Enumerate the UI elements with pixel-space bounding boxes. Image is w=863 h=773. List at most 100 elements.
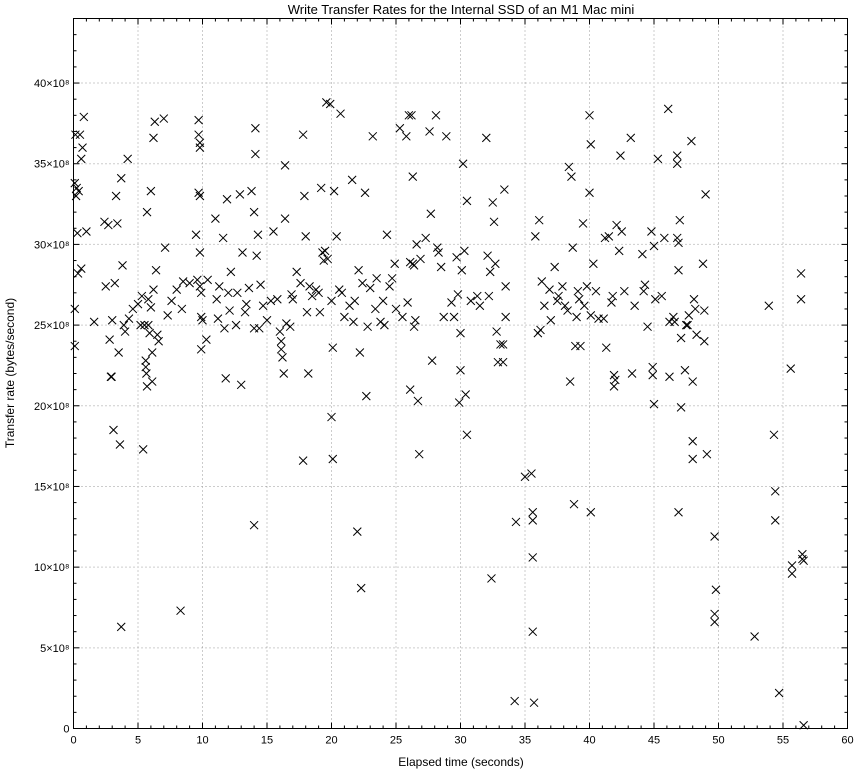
data-point [328,454,338,464]
data-point [578,219,588,228]
x-tick-label: 25 [390,735,402,747]
data-point [238,248,247,257]
data-point [434,248,443,257]
data-point [211,214,220,223]
data-point [191,230,201,240]
data-point [608,291,618,301]
x-tick-label: 5 [135,735,141,747]
data-point [149,133,158,143]
data-point [336,109,345,119]
x-tick-label: 20 [325,735,337,747]
data-point [136,320,145,330]
data-point [458,159,468,169]
data-point [475,301,485,311]
data-point [537,277,547,286]
data-point [528,515,538,525]
data-point [485,267,495,277]
data-point [649,399,659,409]
data-point [363,322,372,332]
data-point [221,373,231,383]
data-point [527,469,536,478]
data-point [439,312,449,322]
data-point [329,186,339,196]
y-tick-label: 35×10⁸ [34,159,70,171]
data-point [616,151,625,161]
data-point [453,290,463,299]
data-point [316,183,326,193]
y-tick-label: 5×10⁸ [40,643,69,655]
data-point [145,328,154,338]
data-point [674,238,683,248]
data-point [109,425,118,435]
data-point [687,136,696,146]
x-tick-label: 45 [648,735,660,747]
data-point [154,336,163,346]
data-point [638,249,647,259]
data-point [711,585,721,595]
x-tick-label: 0 [70,735,76,747]
data-point [110,278,120,288]
data-point [643,322,652,332]
data-point [195,248,205,257]
data-point [787,561,797,570]
data-point [403,298,412,307]
data-point [138,444,148,454]
data-point [568,243,578,252]
data-point [350,296,360,306]
data-point [626,133,636,143]
y-axis-label: Transfer rate (bytes/second) [3,298,17,448]
data-point [292,267,302,277]
x-tick-label: 60 [841,735,853,747]
data-point [653,154,663,164]
data-point [340,312,349,322]
data-point [73,269,83,278]
chart-title: Write Transfer Rates for the Internal SS… [288,2,635,17]
data-point [76,154,86,164]
data-point [142,369,151,378]
data-point [650,294,660,304]
data-point [426,209,436,219]
x-tick-label: 40 [583,735,595,747]
data-point [412,240,421,249]
data-point [414,449,424,459]
data-point [796,294,806,304]
data-point [698,259,708,269]
data-point [70,341,80,351]
data-point [160,243,170,252]
axis-ticks [73,18,848,729]
data-point [391,304,401,314]
data-point [536,325,545,335]
data-point [146,186,156,196]
data-point [472,291,482,301]
grid-lines [73,18,848,729]
data-point [296,278,305,288]
data-point [143,294,153,304]
data-point [648,362,658,372]
x-tick-label: 35 [519,735,531,747]
data-point [610,375,620,385]
data-point [565,377,575,386]
data-point [689,294,699,304]
data-point [550,262,560,272]
data-point [159,114,169,123]
data-point [609,370,619,380]
data-point [582,282,592,291]
data-point [298,456,308,465]
x-tick-label: 15 [261,735,273,747]
data-point [223,288,233,298]
data-point [222,194,232,204]
data-point [462,196,472,206]
data-point [569,499,579,509]
data-point [787,569,797,578]
data-point [546,315,556,325]
y-tick-label: 40×10⁸ [34,78,70,90]
data-point [269,227,278,236]
data-point [150,117,160,127]
data-point [681,320,691,330]
data-point [141,356,151,365]
data-point [365,283,375,293]
data-point [534,215,544,225]
data-point [770,486,780,496]
data-point [449,312,459,322]
data-point [461,390,471,399]
